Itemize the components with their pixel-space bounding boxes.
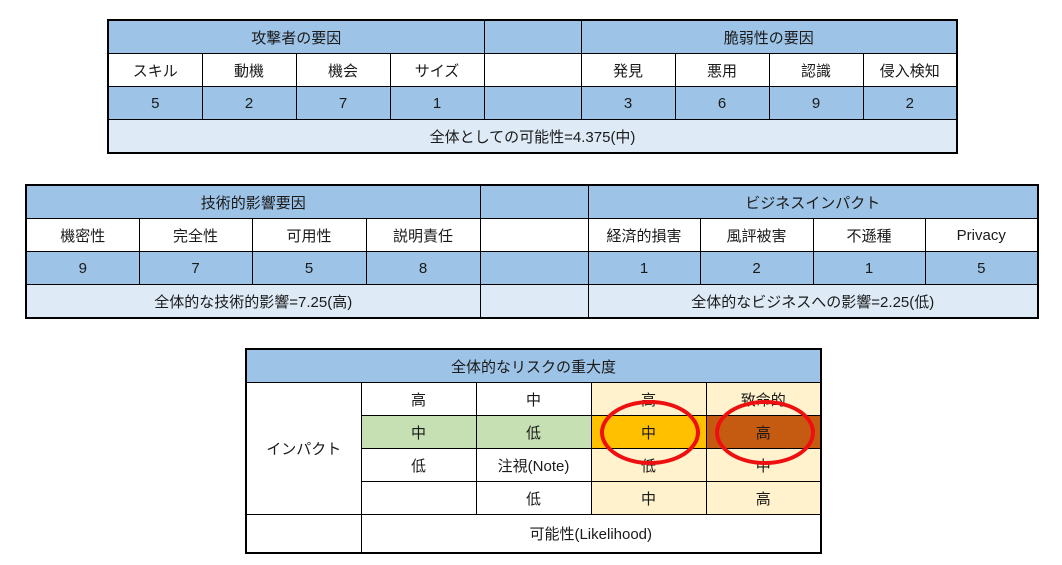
table-row: 9 7 5 8 1 2 1 5 — [25, 251, 1039, 285]
technical-impact-label: 可用性 — [251, 218, 367, 252]
technical-impact-value: 9 — [25, 251, 140, 285]
table-row: 5 2 7 1 3 6 9 2 — [107, 86, 958, 120]
matrix-cell: 中 — [705, 448, 822, 482]
likelihood-factors-table: 攻撃者の要因 脆弱性の要因 スキル 動機 機会 サイズ 発見 悪用 認識 侵入検… — [107, 19, 959, 154]
attacker-factor-value: 7 — [295, 86, 391, 120]
technical-impact-value: 8 — [365, 251, 481, 285]
vulnerability-factor-value: 9 — [768, 86, 864, 120]
business-impact-label: 不遜種 — [812, 218, 926, 252]
attacker-factor-value: 2 — [201, 86, 297, 120]
matrix-cell: 致命的 — [705, 382, 822, 416]
risk-severity-matrix: 全体的なリスクの重大度 インパクト 高 中 高 致命的 中 低 中 高 低 注視… — [245, 348, 822, 554]
vulnerability-factor-value: 3 — [580, 86, 676, 120]
matrix-cell: 高 — [590, 382, 707, 416]
table-row: 全体的なリスクの重大度 — [245, 348, 822, 383]
matrix-cell: 中 — [360, 415, 477, 449]
business-impact-value: 5 — [924, 251, 1039, 285]
table-row: 中 低 中 高 — [246, 415, 822, 449]
matrix-cell: 低 — [360, 448, 477, 482]
matrix-cell: 高 — [360, 382, 477, 416]
likelihood-axis-label: 可能性(Likelihood) — [360, 514, 822, 554]
table-row: 低 中 高 — [246, 481, 822, 515]
attacker-factor-value: 1 — [389, 86, 485, 120]
spacer-cell — [483, 19, 582, 54]
business-impact-value: 1 — [587, 251, 701, 285]
business-impact-label: Privacy — [924, 218, 1039, 252]
spacer-cell — [479, 184, 589, 219]
spacer-cell — [483, 86, 582, 120]
matrix-cell: 高 — [705, 481, 822, 515]
attacker-factor-label: 機会 — [295, 53, 391, 87]
impact-axis-label: インパクト — [245, 382, 362, 515]
spacer-cell — [479, 251, 589, 285]
attacker-factor-label: スキル — [107, 53, 203, 87]
table-row: 機密性 完全性 可用性 説明責任 経済的損害 風評被害 不遜種 Privacy — [25, 218, 1039, 252]
technical-impact-value: 5 — [251, 251, 367, 285]
severity-matrix-title: 全体的なリスクの重大度 — [245, 348, 822, 383]
vulnerability-factor-label: 発見 — [580, 53, 676, 87]
matrix-cell-circled-medium: 中 — [590, 415, 707, 449]
spacer-cell — [479, 218, 589, 252]
business-impact-label: 風評被害 — [699, 218, 814, 252]
table-row: 技術的影響要因 ビジネスインパクト — [25, 184, 1039, 219]
impact-factors-table: 技術的影響要因 ビジネスインパクト 機密性 完全性 可用性 説明責任 経済的損害… — [25, 184, 1040, 319]
matrix-cell: 低 — [475, 481, 592, 515]
vulnerability-factor-value: 2 — [862, 86, 958, 120]
table-row: インパクト 高 中 高 致命的 — [245, 382, 822, 515]
attacker-factor-value: 5 — [107, 86, 203, 120]
table-row: スキル 動機 機会 サイズ 発見 悪用 認識 侵入検知 — [107, 53, 958, 87]
table-row: 可能性(Likelihood) — [245, 514, 822, 554]
technical-impact-label: 説明責任 — [365, 218, 481, 252]
vulnerability-factor-label: 侵入検知 — [862, 53, 958, 87]
technical-impact-summary: 全体的な技術的影響=7.25(高) — [25, 284, 481, 319]
attacker-factors-header: 攻撃者の要因 — [107, 19, 485, 54]
business-impact-value: 1 — [812, 251, 926, 285]
table-row: 全体としての可能性=4.375(中) — [107, 119, 958, 154]
vulnerability-factors-header: 脆弱性の要因 — [580, 19, 958, 54]
technical-impact-label: 完全性 — [138, 218, 253, 252]
matrix-cell: 中 — [590, 481, 707, 515]
matrix-cell — [360, 481, 477, 515]
matrix-cell: 低 — [590, 448, 707, 482]
vulnerability-factor-label: 認識 — [768, 53, 864, 87]
business-impact-summary: 全体的なビジネスへの影響=2.25(低) — [587, 284, 1039, 319]
spacer-cell — [483, 53, 582, 87]
spacer-cell — [479, 284, 589, 319]
matrix-cell: 低 — [475, 415, 592, 449]
spacer-cell — [245, 514, 362, 554]
technical-impact-label: 機密性 — [25, 218, 140, 252]
attacker-factor-label: 動機 — [201, 53, 297, 87]
business-impact-header: ビジネスインパクト — [587, 184, 1039, 219]
matrix-cell-circled-high: 高 — [705, 415, 822, 449]
business-impact-label: 経済的損害 — [587, 218, 701, 252]
matrix-cell: 注視(Note) — [475, 448, 592, 482]
technical-impact-value: 7 — [138, 251, 253, 285]
matrix-cell: 中 — [475, 382, 592, 416]
vulnerability-factor-label: 悪用 — [674, 53, 770, 87]
overall-likelihood-summary: 全体としての可能性=4.375(中) — [107, 119, 958, 154]
table-row: 全体的な技術的影響=7.25(高) 全体的なビジネスへの影響=2.25(低) — [25, 284, 1039, 319]
table-row: 攻撃者の要因 脆弱性の要因 — [107, 19, 958, 54]
business-impact-value: 2 — [699, 251, 814, 285]
table-row: 低 注視(Note) 低 中 — [246, 448, 822, 482]
technical-impact-header: 技術的影響要因 — [25, 184, 481, 219]
vulnerability-factor-value: 6 — [674, 86, 770, 120]
attacker-factor-label: サイズ — [389, 53, 485, 87]
